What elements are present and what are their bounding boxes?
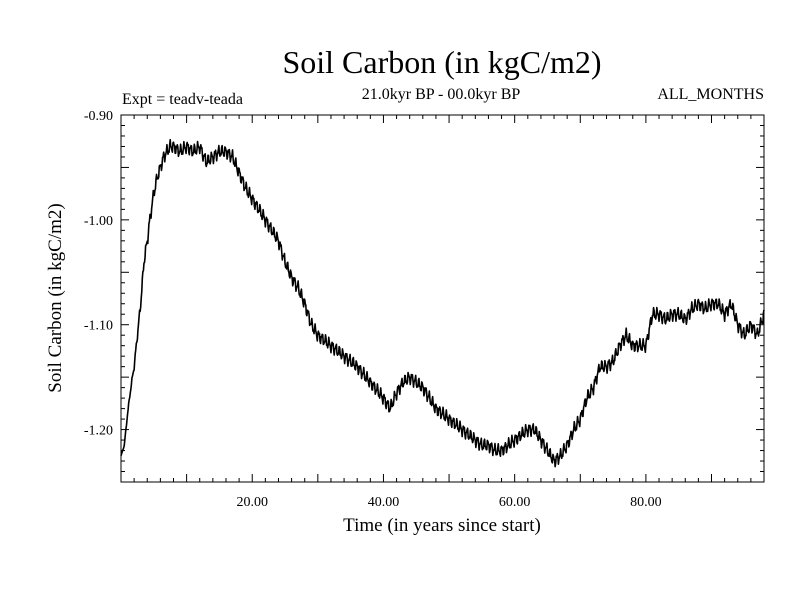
chart-title: Soil Carbon (in kgC/m2) (282, 44, 601, 80)
x-tick-labels: 20.00 40.00 60.00 80.00 (236, 495, 661, 510)
y-tick-label: -1.10 (84, 319, 113, 334)
x-axis-label: Time (in years since start) (343, 515, 541, 536)
y-axis-label: Soil Carbon (in kgC/m2) (45, 203, 66, 392)
tick-marks (121, 114, 764, 483)
x-tick-label: 40.00 (368, 495, 400, 510)
y-tick-label: -0.90 (84, 109, 113, 124)
soil-carbon-line (120, 138, 765, 468)
x-tick-label: 60.00 (499, 495, 531, 510)
y-tick-label: -1.20 (84, 424, 113, 439)
y-tick-labels: -0.90 -1.00 -1.10 -1.20 (84, 109, 113, 439)
series-group (120, 138, 765, 468)
x-tick-label: 20.00 (236, 495, 268, 510)
months-label: ALL_MONTHS (657, 86, 764, 103)
x-tick-label: 80.00 (630, 495, 662, 510)
plot-frame (120, 114, 765, 483)
y-tick-label: -1.00 (84, 214, 113, 229)
experiment-label: Expt = teadv-teada (122, 91, 243, 108)
chart-subtitle: 21.0kyr BP - 00.0kyr BP (362, 86, 521, 103)
